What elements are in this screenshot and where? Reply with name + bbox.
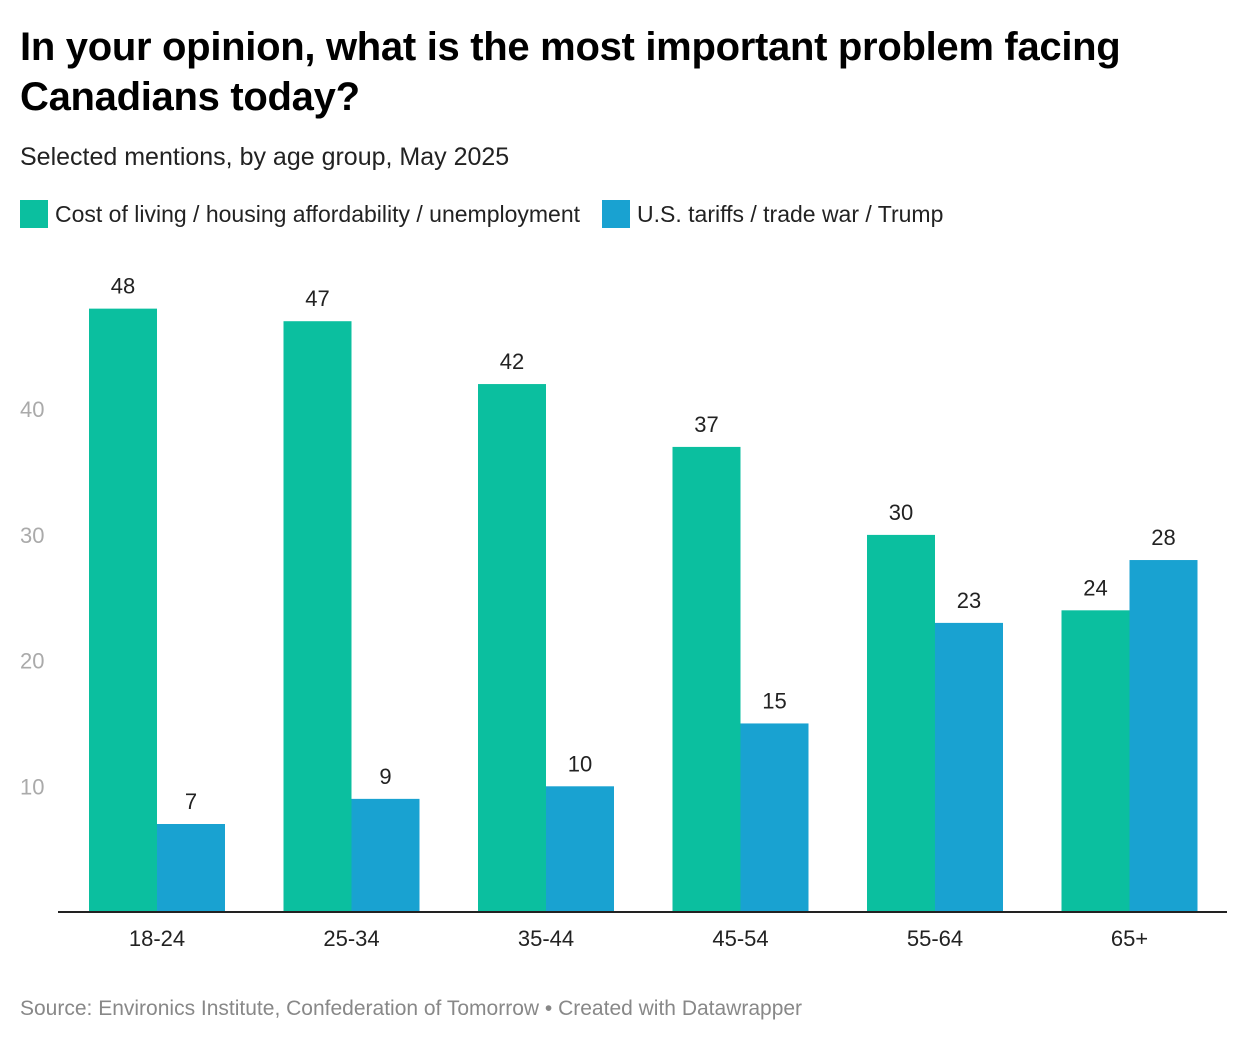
y-tick-label-30: 30 [20, 523, 44, 548]
value-label-25-34-series-2: 9 [379, 764, 391, 789]
legend-item-us-tariffs: U.S. tariffs / trade war / Trump [602, 200, 943, 228]
legend-swatch-us-tariffs [602, 200, 631, 228]
bar-55-64-series-1 [867, 534, 935, 912]
legend-swatch-cost-of-living [20, 200, 48, 228]
footer-separator: • [544, 997, 553, 1020]
bar-35-44-series-1 [478, 384, 546, 912]
value-label-65plus-series-1: 24 [1083, 575, 1107, 600]
bar-18-24-series-1 [89, 308, 157, 912]
legend-item-cost-of-living: Cost of living / housing affordability /… [20, 200, 580, 228]
value-label-35-44-series-2: 10 [568, 751, 592, 776]
x-tick-label-18-24: 18-24 [129, 926, 185, 951]
legend: Cost of living / housing affordability /… [20, 198, 965, 230]
value-label-18-24-series-2: 7 [185, 789, 197, 814]
bar-18-24-series-2 [157, 824, 225, 912]
bar-25-34-series-2 [351, 798, 420, 912]
bar-65plus-series-1 [1061, 610, 1130, 912]
bar-45-54-series-2 [740, 723, 809, 912]
y-tick-label-20: 20 [20, 649, 44, 674]
chart-title: In your opinion, what is the most import… [20, 25, 1121, 119]
bar-25-34-series-1 [283, 321, 352, 913]
x-tick-label-65plus: 65+ [1111, 926, 1148, 951]
value-label-55-64-series-1: 30 [889, 500, 913, 525]
value-label-25-34-series-1: 47 [305, 286, 329, 311]
legend-label-us-tariffs: U.S. tariffs / trade war / Trump [637, 200, 944, 227]
footer-source: Source: Environics Institute, Confederat… [20, 997, 540, 1020]
x-tick-label-45-54: 45-54 [712, 926, 768, 951]
value-label-45-54-series-2: 15 [762, 688, 786, 713]
x-tick-label-35-44: 35-44 [518, 926, 574, 951]
bar-35-44-series-2 [546, 786, 614, 912]
chart-subtitle: Selected mentions, by age group, May 202… [20, 143, 510, 171]
x-tick-label-55-64: 55-64 [907, 926, 963, 951]
bar-45-54-series-1 [672, 446, 741, 912]
footer-credit: Created with Datawrapper [558, 997, 803, 1020]
value-label-18-24-series-1: 48 [111, 274, 135, 299]
bar-55-64-series-2 [935, 622, 1003, 912]
value-label-45-54-series-1: 37 [694, 412, 718, 437]
footer: Source: Environics Institute, Confederat… [20, 997, 802, 1021]
y-tick-label-40: 40 [20, 397, 44, 422]
value-label-55-64-series-2: 23 [957, 588, 981, 613]
bar-65plus-series-2 [1129, 560, 1198, 912]
y-tick-label-10: 10 [20, 774, 44, 799]
value-label-65plus-series-2: 28 [1151, 525, 1175, 550]
value-label-35-44-series-1: 42 [500, 349, 524, 374]
x-tick-label-25-34: 25-34 [323, 926, 379, 951]
legend-label-cost-of-living: Cost of living / housing affordability /… [55, 200, 581, 227]
